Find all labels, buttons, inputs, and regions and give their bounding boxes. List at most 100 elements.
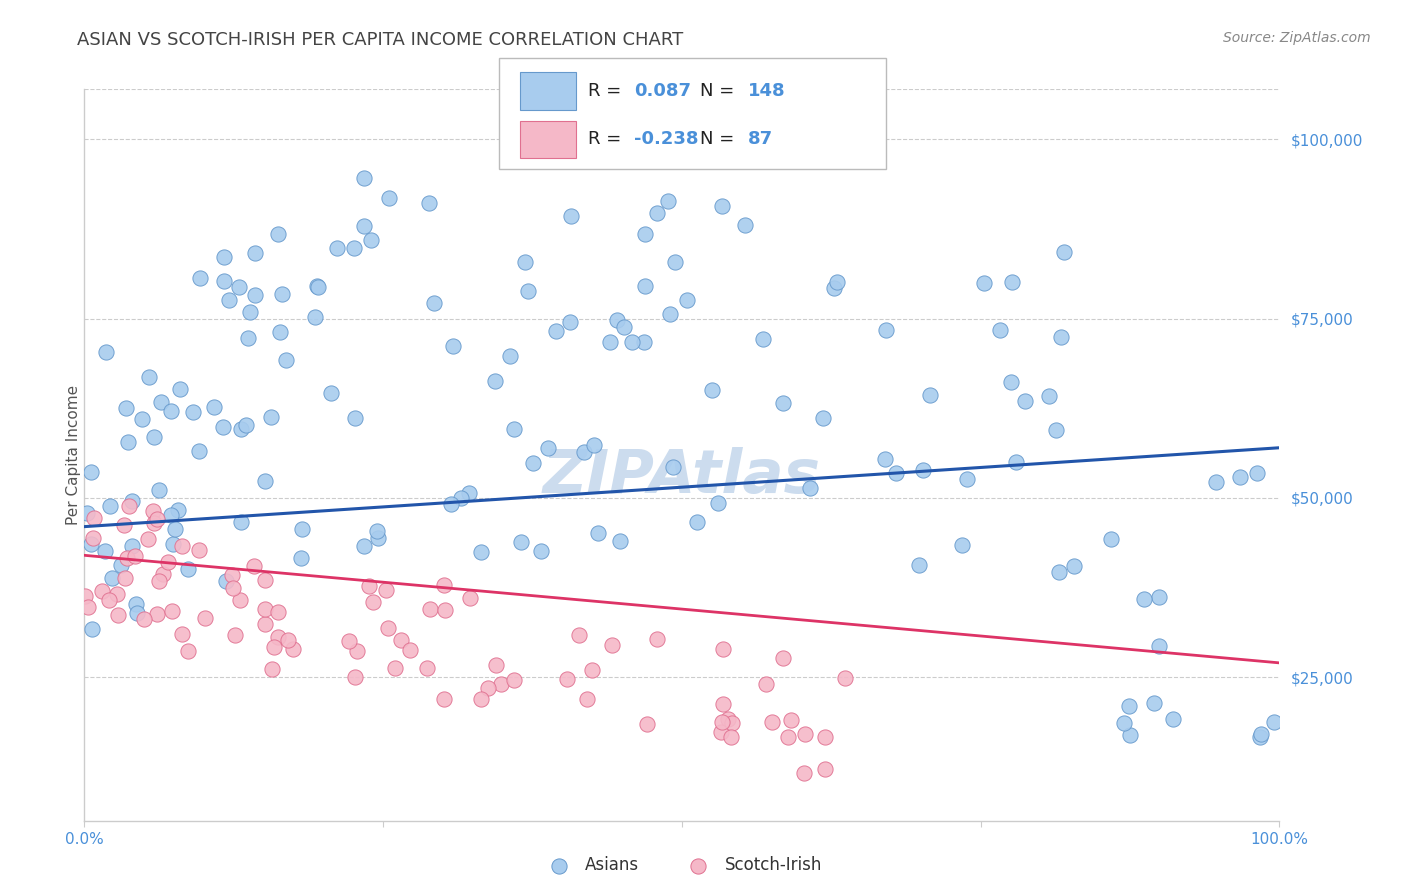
Point [96, 345, 118, 359]
Point [1114, 715, 1136, 730]
Point [485, 657, 508, 672]
Point [235, 417, 257, 432]
Point [755, 676, 778, 690]
Point [1000, 376, 1022, 390]
Point [634, 278, 657, 293]
Point [146, 607, 169, 621]
Point [269, 326, 291, 340]
Point [503, 673, 526, 688]
Point [546, 324, 568, 338]
Point [167, 502, 190, 516]
Point [277, 632, 299, 647]
Point [557, 672, 579, 686]
Point [101, 571, 124, 585]
Point [121, 494, 143, 508]
Point [224, 627, 246, 641]
Point [1246, 466, 1268, 480]
Point [276, 353, 298, 368]
Point [720, 730, 742, 744]
Point [243, 246, 266, 260]
Point [572, 445, 595, 459]
Point [502, 422, 524, 436]
Point [793, 727, 815, 741]
Point [353, 219, 375, 233]
Point [374, 583, 396, 598]
Point [304, 310, 326, 324]
Point [686, 516, 709, 530]
Point [1205, 475, 1227, 489]
Point [1038, 389, 1060, 403]
Point [353, 540, 375, 554]
Point [169, 382, 191, 396]
Point [176, 562, 198, 576]
Point [105, 587, 128, 601]
Point [908, 558, 931, 572]
Point [560, 209, 582, 223]
Point [398, 643, 420, 657]
Point [150, 394, 173, 409]
Point [214, 251, 236, 265]
Point [267, 630, 290, 644]
Point [125, 597, 148, 611]
Point [450, 491, 472, 506]
Point [160, 404, 183, 418]
Point [76, 506, 98, 520]
Text: R =: R = [588, 130, 621, 148]
Point [114, 571, 136, 585]
Point [620, 334, 643, 349]
Point [378, 191, 401, 205]
Point [160, 508, 183, 522]
Point [91, 583, 114, 598]
Point [291, 522, 314, 536]
Point [82, 531, 104, 545]
Point [522, 457, 544, 471]
Point [115, 401, 138, 416]
Point [267, 227, 290, 241]
Point [343, 241, 366, 255]
Point [711, 199, 734, 213]
Point [1047, 565, 1070, 579]
Point [228, 280, 250, 294]
Point [711, 641, 734, 656]
Point [270, 286, 292, 301]
Point [243, 288, 266, 302]
Point [419, 602, 441, 616]
Point [433, 691, 456, 706]
Point [920, 387, 942, 401]
Text: 148: 148 [748, 82, 786, 100]
Point [799, 481, 821, 495]
Point [634, 227, 657, 242]
Point [418, 196, 440, 211]
Point [131, 412, 153, 426]
Point [772, 396, 794, 410]
Point [1050, 330, 1073, 344]
Point [515, 255, 537, 269]
Point [229, 516, 252, 530]
Point [360, 233, 382, 247]
Point [633, 334, 655, 349]
Point [77, 600, 100, 615]
Point [148, 483, 170, 497]
Point [357, 579, 380, 593]
Point [1014, 394, 1036, 409]
Point [824, 281, 846, 295]
Point [361, 595, 384, 609]
Point [423, 295, 446, 310]
Y-axis label: Per Capita Income: Per Capita Income [66, 384, 80, 525]
Point [142, 504, 165, 518]
Point [384, 661, 406, 675]
Point [600, 639, 623, 653]
Point [811, 411, 834, 425]
Point [321, 386, 343, 401]
Point [112, 518, 135, 533]
Point [325, 241, 347, 255]
Point [613, 320, 636, 334]
Point [124, 549, 146, 563]
Point [568, 628, 591, 642]
Point [973, 276, 995, 290]
Point [266, 605, 288, 619]
Point [606, 313, 628, 327]
Text: 0.087: 0.087 [634, 82, 692, 100]
Point [1147, 639, 1170, 653]
Point [470, 692, 492, 706]
